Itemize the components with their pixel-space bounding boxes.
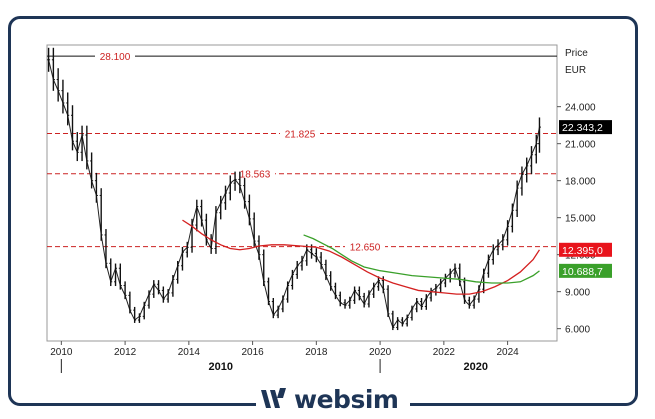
reference-label-bg bbox=[280, 127, 320, 140]
decade-label: 2020 bbox=[463, 361, 487, 373]
moving-average-green-line bbox=[303, 234, 540, 284]
x-tick-label: 2012 bbox=[114, 347, 137, 358]
x-tick-label: 2022 bbox=[433, 347, 456, 358]
moving-average-red-line bbox=[182, 219, 541, 295]
value-badge: 10.688,7 bbox=[559, 263, 612, 278]
value-badge: 22.343,2 bbox=[559, 120, 612, 135]
reference-line-label: 21.825 bbox=[285, 129, 316, 140]
reference-label-bg bbox=[235, 167, 275, 180]
x-tick-label: 2014 bbox=[178, 347, 201, 358]
reference-line-label-group: 21.825 bbox=[280, 127, 320, 140]
y-tick-label: 9.000 bbox=[565, 288, 590, 299]
plot-area bbox=[46, 44, 558, 342]
value-badge-bg bbox=[559, 242, 612, 257]
reference-line-label: 28.100 bbox=[100, 52, 131, 63]
y-tick-label: 21.000 bbox=[565, 140, 596, 151]
reference-line-label: 18.563 bbox=[240, 170, 271, 181]
value-badge-bg bbox=[559, 263, 612, 278]
x-tick-label: 2016 bbox=[241, 347, 264, 358]
websim-logo[interactable]: websim bbox=[256, 383, 410, 415]
value-badge-label: 22.343,2 bbox=[562, 122, 603, 134]
reference-line-label-group: 18.563 bbox=[235, 167, 275, 181]
y-tick-label: 6.000 bbox=[565, 325, 590, 336]
reference-line-label: 12.650 bbox=[350, 243, 381, 254]
y-tick-label: 15.000 bbox=[565, 214, 596, 225]
websim-logo-icon bbox=[261, 388, 286, 408]
websim-logo-text: websim bbox=[294, 384, 399, 414]
decade-label: 2010 bbox=[208, 361, 232, 373]
y-tick-label: 18.000 bbox=[565, 177, 596, 188]
value-badge-label: 10.688,7 bbox=[562, 266, 603, 278]
reference-label-bg bbox=[95, 50, 135, 63]
y-axis-price-label: Price bbox=[565, 48, 588, 59]
value-badge-label: 12.395,0 bbox=[562, 245, 603, 257]
x-tick-label: 2020 bbox=[369, 347, 392, 358]
x-tick-label: 2010 bbox=[50, 347, 73, 358]
reference-line-label-group: 28.100 bbox=[95, 50, 135, 63]
y-tick-label: 24.000 bbox=[565, 103, 596, 114]
value-badge: 12.395,0 bbox=[559, 242, 612, 257]
reference-line-label-group: 12.650 bbox=[345, 240, 385, 254]
y-axis-currency-label: EUR bbox=[565, 65, 586, 76]
x-tick-label: 2024 bbox=[496, 347, 519, 358]
reference-label-bg bbox=[345, 240, 385, 253]
value-badge-bg bbox=[559, 120, 612, 135]
x-tick-label: 2018 bbox=[305, 347, 328, 358]
price-series bbox=[47, 47, 541, 331]
